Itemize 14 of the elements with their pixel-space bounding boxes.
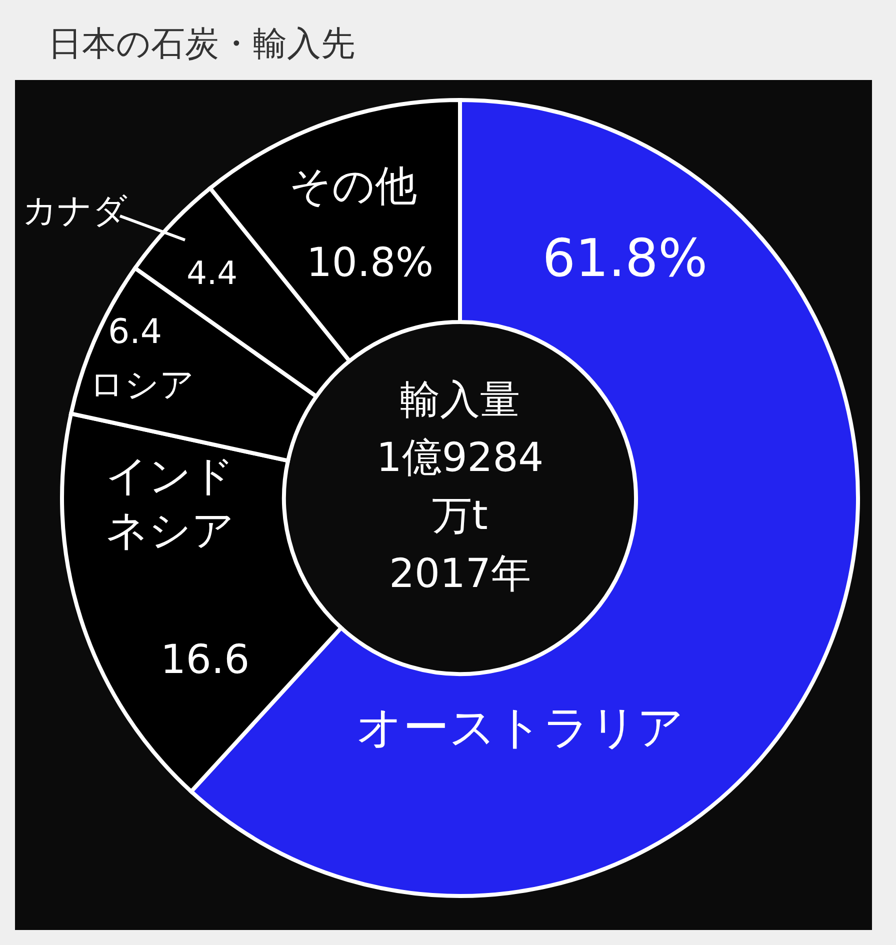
text: 輸入量 — [400, 377, 520, 423]
slice-label: インドネシア — [106, 451, 234, 555]
data-label: 61.8% — [542, 229, 708, 289]
data-label: 10.8% — [306, 240, 434, 286]
data-label: 4.4 — [186, 254, 238, 292]
text: 1億9284万t — [376, 435, 544, 539]
data-label: 16.6 — [160, 637, 250, 683]
slice-label: オーストラリア — [356, 700, 684, 754]
slice-label: ロシア — [90, 365, 194, 405]
data-label: 6.4 — [108, 312, 162, 352]
slice-label: カナダ — [22, 191, 128, 231]
chart-title: 日本の石炭・輸入先 — [48, 24, 355, 64]
slice-label: その他 — [289, 161, 417, 210]
text: 2017年 — [389, 551, 531, 597]
